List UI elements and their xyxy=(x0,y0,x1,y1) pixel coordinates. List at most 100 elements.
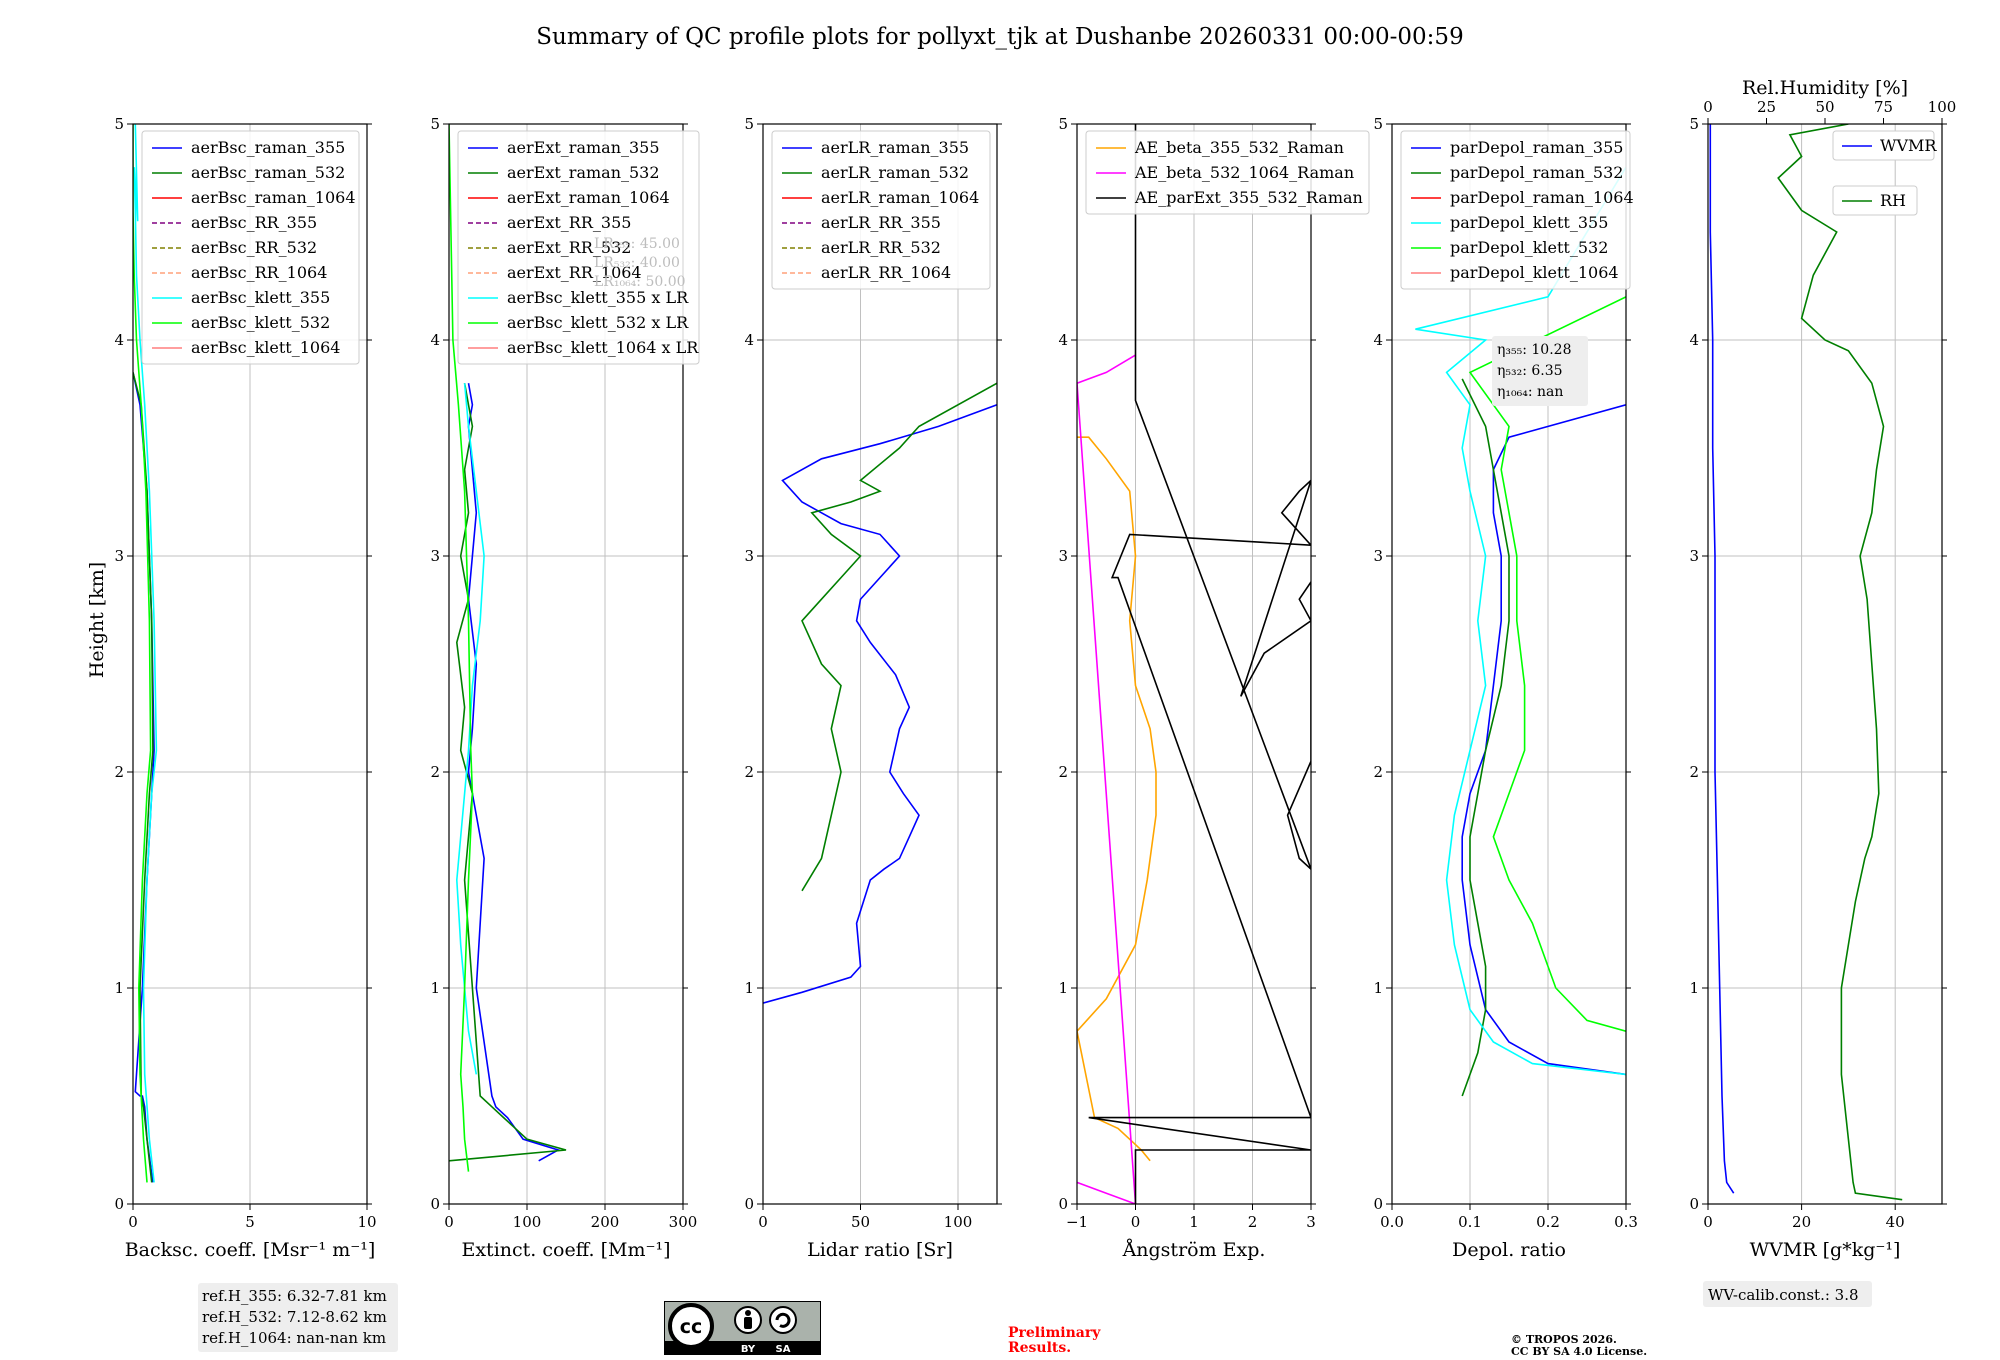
top-tick-label: 75 xyxy=(1874,98,1893,116)
x-tick-label: 0.1 xyxy=(1458,1213,1482,1231)
x-tick-label: 3 xyxy=(1306,1213,1316,1231)
y-ticks-lr: 0 1 2 3 4 5 xyxy=(744,115,1002,1213)
by-person-body xyxy=(744,1317,752,1329)
cc-icon xyxy=(668,1303,714,1349)
series-line-AE_beta_532_1064_Raman xyxy=(1077,354,1137,1204)
axes-frame-wv xyxy=(1707,123,1943,1205)
legend-label: aerLR_raman_532 xyxy=(821,163,969,182)
y-tick-label: 0 xyxy=(114,1195,124,1213)
series-line-aerExt_raman_532 xyxy=(449,383,567,1162)
series-line-aerBsc_klett_532 xyxy=(133,124,152,1183)
grid-wv xyxy=(1708,124,1942,1204)
ref-height-bg xyxy=(198,1283,398,1352)
lr-note: LR₅₃₂: 40.00 xyxy=(594,255,680,271)
cc-icon-text: cc xyxy=(680,1316,703,1338)
series-ext xyxy=(449,124,567,1172)
legend-wvmr: WVMR xyxy=(1832,130,1937,161)
legend-label: aerBsc_RR_355 xyxy=(191,213,317,232)
legend-ext: aerExt_raman_355 aerExt_raman_532 aerExt_r… xyxy=(457,130,700,365)
copyright-note: © TROPOS 2026.CC BY SA 4.0 License. xyxy=(1511,1333,1647,1358)
legend-box xyxy=(1400,130,1631,290)
legend-label: aerExt_RR_1064 xyxy=(507,263,642,282)
y-tick-label: 1 xyxy=(1058,979,1068,997)
legend-label: aerBsc_RR_1064 xyxy=(191,263,327,282)
legend-label: aerBsc_klett_1064 xyxy=(191,338,340,357)
annotations: ref.H_355: 6.32-7.81 km ref.H_532: 7.12-8… xyxy=(198,1281,1872,1358)
legend-label: aerLR_RR_532 xyxy=(821,238,941,257)
grid-depol xyxy=(1392,124,1626,1204)
x-tick-label: 10 xyxy=(357,1213,376,1231)
y-ticks-ae: 0 1 2 3 4 5 xyxy=(1058,115,1316,1213)
legend-label: parDepol_klett_532 xyxy=(1450,238,1608,257)
legend-label: aerBsc_klett_355 xyxy=(191,288,330,307)
grid-ae xyxy=(1077,124,1311,1204)
x-ticks-lr: 0 50 100 xyxy=(758,1204,972,1231)
y-tick-label: 2 xyxy=(1373,763,1383,781)
x-tick-label: 100 xyxy=(513,1213,542,1231)
y-tick-label: 4 xyxy=(1689,331,1699,349)
legend-label: aerExt_raman_532 xyxy=(507,163,660,182)
panel-lr: 0 50 100 Lidar ratio [Sr] 0 1 2 3 4 5 aerLR_raman_… xyxy=(744,115,1002,1261)
eta-notes: η₃₅₅: 10.28 η₅₃₂: 6.35 η₁₀₆₄: nan xyxy=(1492,336,1588,406)
series-ae xyxy=(1077,124,1311,1204)
legend-label: aerLR_raman_1064 xyxy=(821,188,979,207)
x-ticks-ae: −1 0 1 2 3 xyxy=(1066,1204,1316,1231)
y-tick-label: 5 xyxy=(1689,115,1699,133)
top-axis-label-rh: Rel.Humidity [%] xyxy=(1742,77,1908,99)
x-tick-label: 0.3 xyxy=(1614,1213,1638,1231)
x-axis-label-wv: WVMR [g*kg⁻¹] xyxy=(1750,1239,1901,1261)
x-tick-label: 0 xyxy=(758,1213,768,1231)
preliminary-text: Results. xyxy=(1008,1340,1071,1356)
x-tick-label: 0 xyxy=(1703,1213,1713,1231)
figure-title: Summary of QC profile plots for pollyxt_… xyxy=(536,24,1463,50)
panel-depol: 0.0 0.1 0.2 0.3 Depol. ratio 0 1 2 3 4 5 parDepol_r… xyxy=(1373,115,1637,1261)
series-line-aerBsc_klett_355 x LR xyxy=(455,383,485,1075)
by-person-head xyxy=(745,1310,751,1316)
wv-calib-text: WV-calib.const.: 3.8 xyxy=(1708,1286,1859,1304)
badge-sa-text: SA xyxy=(776,1344,791,1355)
y-tick-label: 2 xyxy=(1689,763,1699,781)
y-tick-label: 2 xyxy=(744,763,754,781)
series-line-aerBsc_klett_532 x LR xyxy=(449,124,474,1172)
legend-label: aerExt_raman_1064 xyxy=(507,188,670,207)
y-tick-label: 3 xyxy=(114,547,124,565)
x-tick-label: 50 xyxy=(851,1213,870,1231)
legend-label: parDepol_raman_355 xyxy=(1450,138,1623,157)
x-tick-label: 200 xyxy=(591,1213,620,1231)
y-tick-label: 0 xyxy=(1058,1195,1068,1213)
y-axis-label: Height [km] xyxy=(86,562,108,678)
legend-box xyxy=(457,130,700,365)
axes-frame-lr xyxy=(762,123,998,1205)
series-line-aerBsc_klett_355 xyxy=(133,124,158,1183)
sa-arrow xyxy=(775,1312,791,1328)
x-axis-label-ext: Extinct. coeff. [Mm⁻¹] xyxy=(461,1239,670,1261)
legend-label: aerBsc_klett_355 x LR xyxy=(507,288,689,307)
y-tick-label: 5 xyxy=(744,115,754,133)
legend-label: parDepol_raman_532 xyxy=(1450,163,1623,182)
legend-label: aerExt_RR_532 xyxy=(507,238,631,257)
lr-notes: LR₃₅₅: 45.00 LR₅₃₂: 40.00 LR₁₀₆₄: 50.00 xyxy=(594,236,686,290)
panel-bsc: 0 5 10 Backsc. coeff. [Msr⁻¹ m⁻¹] 0 1 2 3 4 5 aerB… xyxy=(114,115,376,1261)
eta-note: η₁₀₆₄: nan xyxy=(1497,384,1563,400)
series-line-aerBsc_raman_532 xyxy=(133,372,154,1183)
ref-height-text: ref.H_1064: nan-nan km xyxy=(202,1329,386,1347)
legend-label: AE_beta_532_1064_Raman xyxy=(1134,163,1354,182)
y-tick-label: 2 xyxy=(1058,763,1068,781)
eta-box xyxy=(1492,336,1588,406)
legend-label: parDepol_klett_1064 xyxy=(1450,263,1619,282)
y-tick-label: 0 xyxy=(1373,1195,1383,1213)
x-tick-label: 100 xyxy=(944,1213,973,1231)
legend-label: AE_beta_355_532_Raman xyxy=(1134,138,1344,157)
legend-label: aerBsc_klett_532 xyxy=(191,313,330,332)
x-tick-label: 0.2 xyxy=(1536,1213,1560,1231)
x-axis-label-bsc: Backsc. coeff. [Msr⁻¹ m⁻¹] xyxy=(125,1239,376,1261)
series-line-parDepol_raman_532 xyxy=(1461,378,1510,1097)
y-tick-label: 0 xyxy=(430,1195,440,1213)
legend-ae: AE_beta_355_532_Raman AE_beta_532_1064_Ra… xyxy=(1085,130,1370,215)
lr-note: LR₃₅₅: 45.00 xyxy=(594,236,680,252)
legend-label: aerExt_raman_355 xyxy=(507,138,660,157)
y-tick-label: 3 xyxy=(1058,547,1068,565)
y-tick-label: 4 xyxy=(744,331,754,349)
